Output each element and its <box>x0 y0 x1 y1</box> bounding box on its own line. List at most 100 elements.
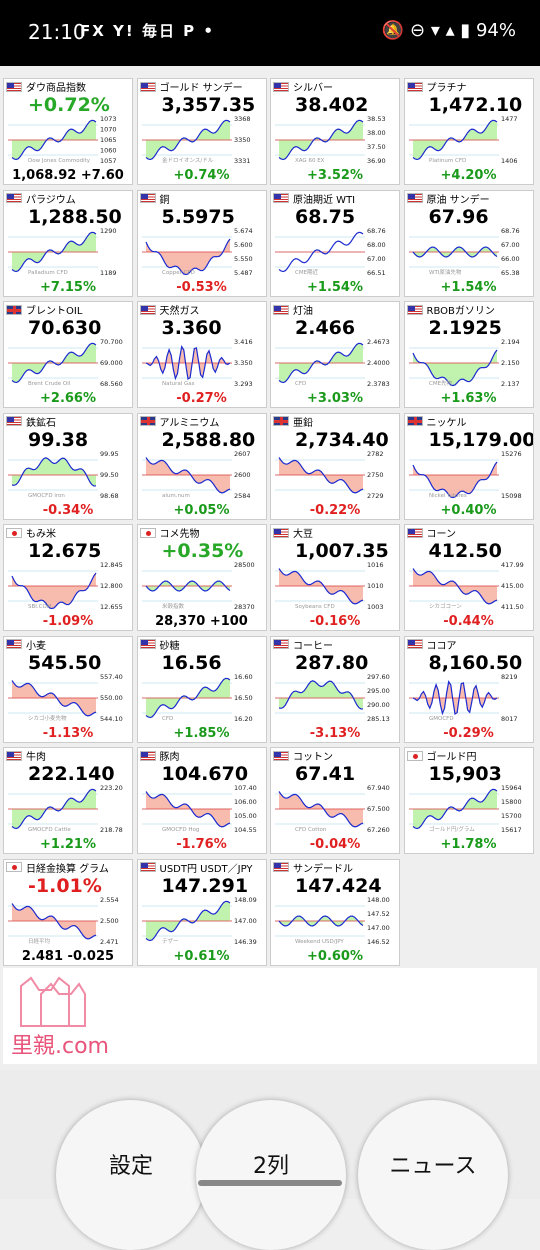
chart-watermark-label: ゴールド円/グラム <box>429 825 475 833</box>
tile-change: +2.66% <box>40 391 96 406</box>
commodity-tile[interactable]: 天然ガス 3.360 3.416 3.350 3.293 Natural Gas -0.27… <box>136 301 267 408</box>
tile-name: コットン <box>293 752 333 763</box>
chart-tick-label: 147.00 <box>367 924 390 932</box>
commodity-tile[interactable]: 亜鉛 2,734.40 2782 2750 2729 -0.22% <box>270 412 400 520</box>
chart-tick-label: 28370 <box>234 603 255 611</box>
tile-chart: 15964 15800 15700 15617 ゴールド円/グラム <box>408 784 521 834</box>
tile-name: 原油 サンデー <box>426 194 490 206</box>
chart-line <box>145 456 230 493</box>
tile-name: サンデードル <box>293 863 353 875</box>
tile-chart: 148.09 147.00 146.39 テザー <box>141 896 256 946</box>
chart-tick-label: 67.00 <box>367 255 386 263</box>
commodity-tile[interactable]: ゴールド サンデー 3,357.35 3368 3350 3331 金ドロイオンス/ドル +… <box>136 78 267 185</box>
tile-change: -0.44% <box>443 614 494 629</box>
chart-watermark-label: テザー <box>162 938 179 945</box>
jp-flag-icon <box>139 527 156 538</box>
chart-tick-label: 3331 <box>234 157 251 165</box>
tile-price: 5.5975 <box>161 205 235 228</box>
tile-price: 2,734.40 <box>295 428 389 451</box>
chart-watermark-label: Nickel futures <box>429 493 467 499</box>
commodity-tile[interactable]: 日経金換算 グラム -1.01% 2.554 2.500 2.471 日経平均 2.481 … <box>3 858 133 966</box>
commodity-tile[interactable]: 灯油 2.466 2.4673 2.4000 2.3783 CFD +3.03% <box>270 301 400 408</box>
commodity-tile[interactable]: ブレントOIL 70.630 70.700 69.000 68.560 Brent Cru… <box>3 301 133 408</box>
tile-chart: 107.40 106.00 105.00 104.55 GMOCFD Hog <box>141 784 256 834</box>
chart-tick-label: 417.99 <box>501 561 524 569</box>
tile-chart: 5.674 5.600 5.550 5.487 Copper CFD <box>141 227 253 277</box>
chart-line <box>11 788 97 830</box>
commodity-tile[interactable]: 豚肉 104.670 107.40 106.00 105.00 104.55 GMOCFD … <box>136 747 267 854</box>
commodity-tile[interactable]: サンデードル 147.424 148.00 147.52 147.00 146.52 Wee… <box>270 858 400 966</box>
tile-name: もみ米 <box>26 529 56 540</box>
chart-tick-label: 218.78 <box>100 826 123 834</box>
tile-price: 16.56 <box>161 651 222 674</box>
commodity-tile[interactable]: プラチナ 1,472.10 1477 1406 Platinum CFD +4.20% <box>403 78 534 185</box>
commodity-tile[interactable]: もみ米 12.675 12.845 12.800 12.655 SBI.COM -1.09% <box>3 524 133 631</box>
commodity-tile[interactable]: ゴールド円 15,903 15964 15800 15700 15617 ゴールド円/グラム… <box>403 747 534 854</box>
commodity-tile[interactable]: RBOBガソリン 2.1925 2.194 2.150 2.137 CME先物 +1.63% <box>403 301 534 408</box>
news-button[interactable]: ニュース <box>358 1100 508 1250</box>
commodity-tile[interactable]: 小麦 545.50 557.40 550.00 544.10 シカゴ小麦先物 -1.13% <box>3 635 133 743</box>
chart-watermark-label: Natural Gas <box>162 381 195 387</box>
commodity-tile[interactable]: 原油 サンデー 67.96 68.76 67.00 66.00 65.38 WTI原油先物 +… <box>403 189 534 297</box>
gesture-bar[interactable] <box>198 1180 342 1186</box>
commodity-tile[interactable]: コメ先物 +0.35% 28500 28370 米穀指数 28,370 +100 <box>136 524 267 631</box>
chart-line <box>144 238 230 275</box>
commodity-tile[interactable]: コーヒー 287.80 297.60 295.00 290.00 285.13 -3.13% <box>270 635 400 743</box>
tile-change: +0.60% <box>307 948 363 964</box>
commodity-tile[interactable]: アルミニウム 2,588.80 2607 2600 2584 alum.num +0.05% <box>136 412 267 520</box>
chart-tick-label: 1016 <box>367 561 384 569</box>
commodity-tile[interactable]: シルバー 38.402 38.53 38.00 37.50 36.90 XAG 60 EX +… <box>270 78 400 185</box>
chart-tick-label: 290.00 <box>367 701 390 709</box>
commodity-tile[interactable]: 砂糖 16.56 16.60 16.50 16.20 CFD +1.85% <box>136 635 267 743</box>
commodity-tile[interactable]: コーン 412.50 417.99 415.00 411.50 シカゴコーン -0.44% <box>403 524 534 631</box>
ad-banner[interactable]: 里親.com <box>3 968 537 1064</box>
us-flag-icon <box>273 639 289 649</box>
commodity-tile[interactable]: 原油期近 WTI 68.75 68.76 68.00 67.00 66.51 CME期近 +1… <box>270 189 400 297</box>
chart-watermark-label: シカゴ小麦先物 <box>28 714 67 722</box>
chart-watermark-label: 金ドロイオンス/ドル <box>162 156 214 164</box>
tile-change: -3.13% <box>309 725 361 741</box>
commodity-tile[interactable]: ダウ商品指数 +0.72% 1073 1070 1065 1060 1057 Dow Jone… <box>3 78 133 185</box>
tile-change: -1.09% <box>42 614 94 629</box>
tile-price: 67.96 <box>428 205 489 228</box>
commodity-tile[interactable]: 銅 5.5975 5.674 5.600 5.550 5.487 Copper CFD -0.… <box>136 189 267 297</box>
chart-tick-label: 65.38 <box>501 269 520 277</box>
tile-change: -0.29% <box>443 725 494 741</box>
jp-flag-icon <box>6 862 22 872</box>
us-flag-icon <box>6 639 22 649</box>
chart-tick-label: 68.76 <box>367 227 386 235</box>
commodity-tile[interactable]: 牛肉 222.140 223.20 218.78 GMOCFD Cattle +1.21% <box>3 747 133 854</box>
tile-name: ダウ商品指数 <box>26 83 86 94</box>
tile-name: 牛肉 <box>26 752 46 763</box>
settings-button[interactable]: 設定 <box>56 1100 206 1250</box>
commodity-tile[interactable]: 大豆 1,007.35 1016 1010 1003 Soybeans CFD -0.16% <box>270 524 400 631</box>
chart-line <box>278 791 364 828</box>
tile-name: 大豆 <box>293 529 313 540</box>
chart-line <box>411 349 497 387</box>
chart-tick-label: 16.50 <box>234 694 253 702</box>
uk-flag-icon <box>406 416 423 426</box>
chart-tick-label: 5.550 <box>234 255 253 263</box>
tile-price: 1,472.10 <box>428 94 523 116</box>
tile-header: 砂糖 <box>138 637 266 652</box>
tile-change: +1.63% <box>440 391 497 406</box>
commodity-tile[interactable]: USDT円 USDT／JPY 147.291 148.09 147.00 146.39 テ… <box>136 858 267 966</box>
commodity-tile[interactable]: パラジウム 1,288.50 1290 1189 Palladium CFD +7.15% <box>3 189 133 297</box>
commodity-tile[interactable]: ニッケル 15,179.00 15276 15098 Nickel futures +0.… <box>403 412 534 520</box>
chart-line <box>145 677 230 718</box>
commodity-tile[interactable]: コットン 67.41 67.940 67.500 67.260 CFD Cotton -0.… <box>270 747 400 854</box>
chart-tick-label: 1010 <box>367 582 384 590</box>
tile-price: 222.140 <box>28 763 115 785</box>
status-bar: 21:10 FX Y! 毎日 P • 🔕 ⊖ ▾ ▴ ▮ 94% <box>0 0 540 66</box>
chart-tick-label: 3368 <box>234 115 251 123</box>
commodity-tile[interactable]: ココア 8,160.50 8219 8017 GMOCFD -0.29% <box>403 635 534 743</box>
chart-tick-label: 15276 <box>501 450 522 458</box>
tile-price: +0.72% <box>28 94 110 116</box>
two-column-button[interactable]: 2列 <box>196 1100 346 1250</box>
us-flag-icon <box>6 81 22 92</box>
tile-change: +0.40% <box>440 502 497 518</box>
chart-tick-label: 2.4673 <box>367 338 390 346</box>
commodity-tile[interactable]: 鉄鉱石 99.38 99.95 99.50 98.68 GMOCFD iron -0.34% <box>3 412 133 520</box>
tile-header: ブレントOIL <box>4 302 132 317</box>
tile-name: 銅 <box>159 194 170 206</box>
